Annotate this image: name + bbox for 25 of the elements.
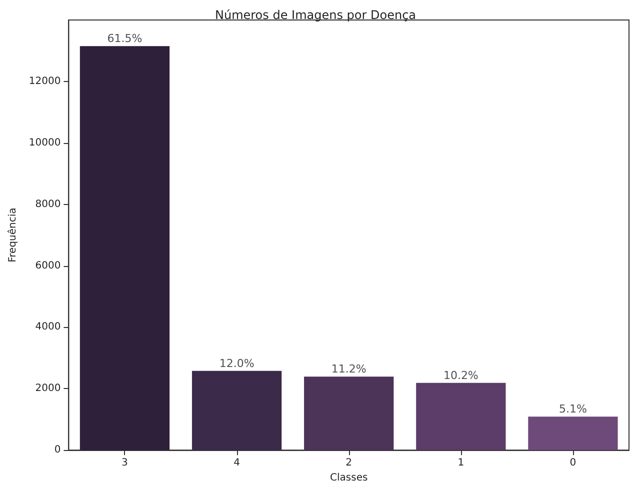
- x-tick-label: 1: [458, 458, 464, 469]
- bar: [192, 370, 282, 450]
- x-tick-label: 2: [346, 458, 352, 469]
- annotation: 12.0%: [219, 356, 254, 370]
- y-tick-label: 8000: [35, 198, 61, 210]
- annotation: 10.2%: [443, 368, 478, 382]
- bar: [416, 382, 506, 450]
- annotation: 5.1%: [558, 402, 587, 416]
- x-tick-label: 0: [570, 458, 576, 469]
- bar: [80, 46, 170, 450]
- x-tick-label: 3: [122, 458, 128, 469]
- y-tick-label: 4000: [35, 322, 61, 333]
- bar: [528, 416, 618, 450]
- y-tick-label: 10000: [28, 137, 61, 148]
- x-axis-title: Classes: [330, 472, 368, 484]
- x-tick-label: 4: [234, 458, 240, 469]
- annotation: 61.5%: [107, 32, 142, 46]
- y-tick-label: 12000: [28, 76, 61, 87]
- y-tick-label: 0: [54, 444, 61, 456]
- chart-title: Números de Imagens por Doença: [214, 8, 416, 22]
- y-tick-label: 2000: [35, 383, 61, 394]
- annotation: 11.2%: [331, 362, 366, 376]
- y-axis-title: Frequência: [8, 208, 18, 262]
- y-tick-label: 6000: [35, 260, 61, 272]
- bar: [304, 376, 394, 450]
